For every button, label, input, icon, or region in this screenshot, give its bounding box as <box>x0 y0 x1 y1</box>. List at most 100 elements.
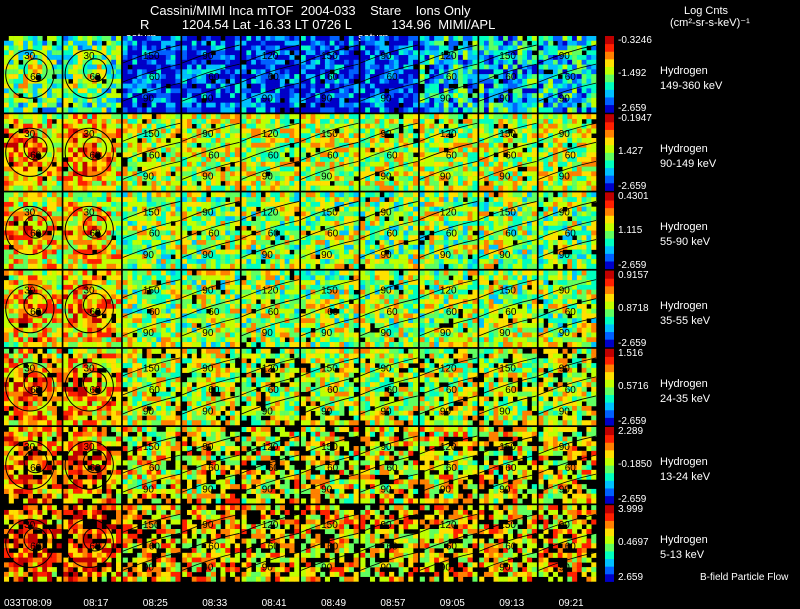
heatmap-cell <box>379 50 385 56</box>
heatmap-cell <box>438 97 445 103</box>
heatmap-cell <box>146 166 152 172</box>
heatmap-cell <box>8 259 14 265</box>
heatmap-cell <box>42 107 48 113</box>
heatmap-cell <box>87 64 93 70</box>
heatmap-cell <box>127 142 133 148</box>
heatmap-cell <box>310 83 316 89</box>
heatmap-cell <box>225 107 231 113</box>
heatmap-cell <box>51 78 57 84</box>
heatmap-cell <box>137 259 143 265</box>
heatmap-cell <box>270 152 276 158</box>
heatmap-cell <box>116 40 122 46</box>
heatmap-cell <box>483 107 490 113</box>
heatmap-cell <box>369 185 376 191</box>
heatmap-cell <box>344 235 350 241</box>
heatmap-cell <box>206 69 212 75</box>
heatmap-cell <box>348 55 354 61</box>
heatmap-cell <box>334 254 340 260</box>
heatmap-cell <box>146 118 152 125</box>
heatmap-cell <box>443 45 449 51</box>
heatmap-cell <box>196 55 202 61</box>
heatmap-cell <box>498 171 504 177</box>
heatmap-cell <box>87 185 93 191</box>
heatmap-cell <box>101 263 107 269</box>
heatmap-cell <box>255 55 262 61</box>
heatmap-cell <box>424 83 430 89</box>
heatmap-cell <box>186 220 193 227</box>
heatmap-cell <box>225 97 231 103</box>
heatmap-cell <box>353 55 359 61</box>
heatmap-cell <box>403 152 409 158</box>
heatmap-cell <box>438 59 445 65</box>
heatmap-cell <box>353 259 359 265</box>
heatmap-cell <box>132 69 138 75</box>
heatmap-cell <box>389 171 395 177</box>
heatmap-cell <box>106 128 112 134</box>
heatmap-cell <box>379 133 385 139</box>
heatmap-cell <box>4 69 10 75</box>
heatmap-cell <box>246 123 252 129</box>
heatmap-cell <box>246 102 252 108</box>
heatmap-cell <box>246 216 252 222</box>
heatmap-cell <box>182 93 188 99</box>
heatmap-cell <box>77 40 83 46</box>
heatmap-cell <box>353 97 359 103</box>
heatmap-cell <box>156 254 162 260</box>
contour-label: 150 <box>143 207 160 218</box>
heatmap-cell <box>116 254 122 260</box>
heatmap-cell <box>572 147 578 153</box>
heatmap-cell <box>413 118 419 125</box>
heatmap-cell <box>527 185 533 191</box>
heatmap-cell <box>586 152 592 158</box>
heatmap-cell <box>567 78 573 84</box>
heatmap-cell <box>369 45 376 51</box>
contour-line <box>5 49 55 99</box>
contour-label: 150 <box>143 129 160 140</box>
heatmap-cell <box>334 55 340 61</box>
heatmap-cell <box>538 166 544 172</box>
heatmap-cell <box>467 171 473 177</box>
heatmap-cell <box>434 55 440 61</box>
heatmap-cell <box>348 180 354 186</box>
heatmap-cell <box>116 157 122 163</box>
heatmap-cell <box>175 142 181 148</box>
heatmap-cell <box>527 55 533 61</box>
heatmap-cell <box>552 102 559 108</box>
heatmap-cell <box>581 40 587 46</box>
heatmap-cell <box>47 93 53 99</box>
heatmap-cell <box>413 40 419 46</box>
heatmap-cell <box>42 147 48 153</box>
heatmap-cell <box>246 249 252 255</box>
heatmap-cell <box>360 211 366 217</box>
heatmap-cell <box>132 123 138 129</box>
heatmap-cell <box>310 133 316 139</box>
heatmap-cell <box>324 263 330 269</box>
heatmap-cell <box>467 176 473 182</box>
heatmap-cell <box>47 114 53 120</box>
heatmap-cell <box>96 211 102 217</box>
heatmap-cell <box>548 74 554 80</box>
heatmap-cell <box>32 83 38 89</box>
heatmap-cell <box>384 50 390 56</box>
heatmap-cell <box>467 97 473 103</box>
heatmap-cell <box>586 36 592 42</box>
heatmap-cell <box>241 114 247 120</box>
heatmap-cell <box>101 107 107 113</box>
heatmap-cell <box>581 157 587 163</box>
heatmap-cell <box>339 244 345 250</box>
heatmap-cell <box>72 142 79 148</box>
heatmap-cell <box>348 123 354 129</box>
heatmap-cell <box>132 166 138 172</box>
heatmap-cell <box>63 180 69 186</box>
heatmap-cell <box>230 40 236 46</box>
heatmap-cell <box>310 240 316 246</box>
heatmap-cell <box>365 107 371 113</box>
heatmap-cell <box>251 192 257 198</box>
heatmap-cell <box>182 40 188 46</box>
heatmap-cell <box>82 78 88 84</box>
heatmap-cell <box>483 157 490 163</box>
heatmap-cell <box>334 118 340 125</box>
heatmap-cell <box>151 192 157 198</box>
heatmap-cell <box>122 171 128 177</box>
heatmap-cell <box>413 74 419 80</box>
